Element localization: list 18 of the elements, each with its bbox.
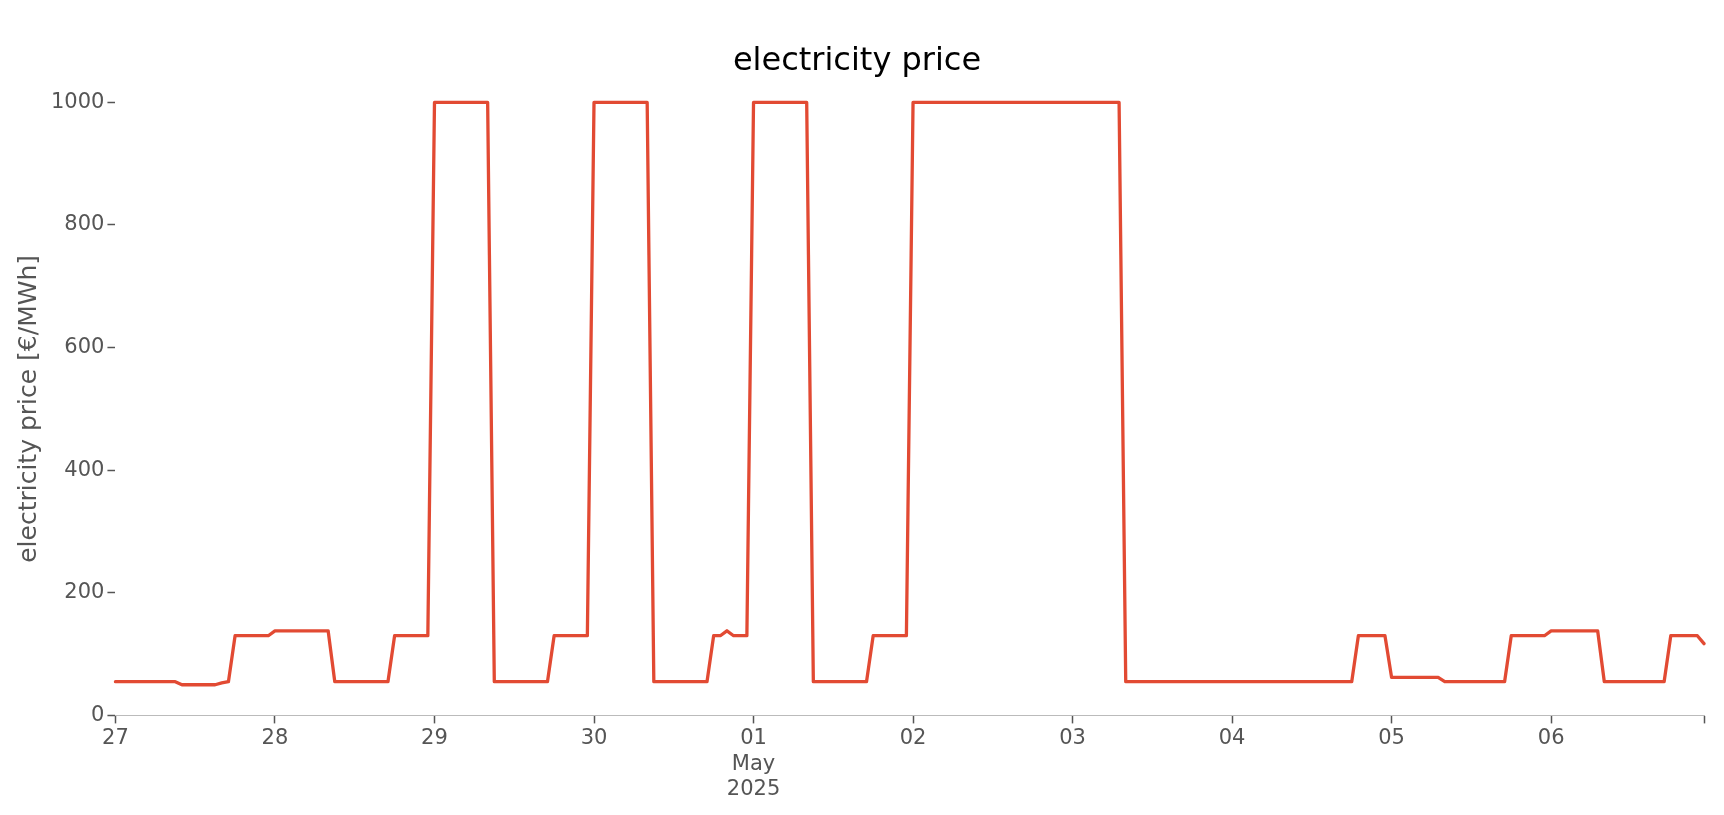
x-tick-label: 03 [1059,725,1086,750]
x-tick-label: 29 [421,725,448,750]
x-tick-label: 28 [261,725,289,750]
y-tick-label: 800 [64,211,105,236]
y-tick-label: 400 [64,456,105,481]
x-tick-label: 05 [1378,725,1405,750]
y-axis-title: electricity price [€/MWh] [12,254,42,563]
y-tick-label: 600 [64,334,105,359]
x-tick-label: 02 [899,725,927,750]
x-tick-label: 04 [1218,725,1246,750]
y-tick-label: 1000 [50,88,105,113]
x-tick-label: 27 [102,725,129,750]
y-tick-label: 0 [91,701,105,726]
x-tick-label: 01 May 2025 [726,725,781,800]
x-tick-label: 30 [580,725,608,750]
x-tick-label: 06 [1537,725,1565,750]
chart-title: electricity price [732,39,982,78]
y-tick-label: 200 [64,579,105,604]
